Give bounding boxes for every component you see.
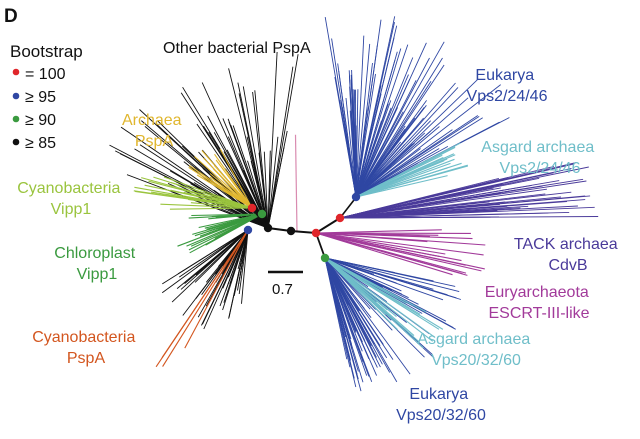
legend-label-100: = 100 [25, 66, 66, 83]
branches-asgard-vps2 [355, 142, 469, 198]
bootstrap-node-marker [263, 223, 273, 233]
branches-cyanobacteria-pspa [155, 229, 249, 368]
branches-archaea-pspa [188, 148, 253, 209]
clade-label-asgard-vps2: Asgard archaea Vps2/24/46 [481, 139, 598, 177]
tree-backbone-eury [315, 232, 326, 259]
bootstrap-node-marker [320, 253, 330, 263]
bootstrap-node-marker [351, 192, 361, 202]
clade-label-asgard-vps20: Asgard archaea Vps20/32/60 [417, 331, 534, 369]
branches-tack-cdvb [339, 162, 599, 219]
clade-label-tack-cdvb: TACK archaea CdvB [514, 236, 622, 274]
tree-branches [109, 16, 599, 392]
legend-dot-95 [12, 92, 20, 100]
legend-label-95: ≥ 95 [25, 89, 56, 106]
branches-eukarya-vps2 [324, 16, 510, 198]
legend-label-85: ≥ 85 [25, 135, 56, 152]
legend-label-90: ≥ 90 [25, 112, 56, 129]
legend-dot-85 [12, 138, 20, 146]
bootstrap-legend: Bootstrap = 100 ≥ 95 ≥ 90 ≥ 85 [10, 42, 83, 152]
branches-chloroplast-vipp1 [177, 213, 263, 254]
bootstrap-node-marker [286, 226, 296, 236]
bootstrap-node-marker [257, 209, 267, 219]
clade-label-eukarya-vps2: Eukarya Vps2/24/46 [467, 67, 548, 105]
legend-dot-100 [12, 68, 20, 76]
clade-label-eukarya-vps20: Eukarya Vps20/32/60 [396, 386, 486, 424]
legend-title: Bootstrap [10, 42, 83, 61]
clade-label-archaea-pspa: Archaea PspA [122, 112, 186, 150]
clade-label-chloroplast-vipp1: Chloroplast Vipp1 [54, 245, 139, 283]
branches-asgard-vps20 [324, 257, 444, 349]
branches-eukarya-vps20-extra [324, 257, 391, 388]
scale-bar-label: 0.7 [272, 281, 293, 298]
clade-label-cyanobacteria-pspa: Cyanobacteria PspA [32, 329, 140, 367]
panel-letter: D [4, 6, 18, 27]
branches-cyanobacteria-vipp1 [133, 176, 253, 210]
bootstrap-node-marker [247, 203, 257, 213]
bootstrap-node-marker [243, 225, 253, 235]
bootstrap-node-marker [335, 213, 345, 223]
clade-label-euryarchaeota-escrt: Euryarchaeota ESCRT-III-like [485, 284, 594, 322]
clade-label-other-bacterial-pspa: Other bacterial PspA [163, 40, 311, 57]
clade-label-cyanobacteria-vipp1: Cyanobacteria Vipp1 [17, 180, 125, 218]
branches-euryarchaeota-escrt [315, 229, 486, 276]
legend-dot-90 [12, 115, 20, 123]
branch-pink [294, 134, 298, 233]
bootstrap-node-marker [311, 228, 321, 238]
